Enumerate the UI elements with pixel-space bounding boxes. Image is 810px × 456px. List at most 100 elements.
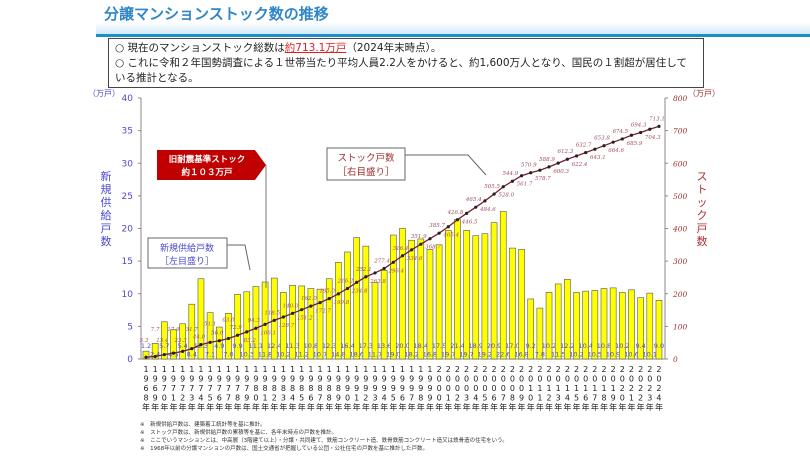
- supply-value-label: 5.4: [177, 342, 187, 350]
- supply-bar: [270, 277, 278, 360]
- supply-bar: [536, 307, 544, 360]
- stock-point: [300, 308, 304, 312]
- left-tick-label: 15: [122, 257, 133, 267]
- supply-value-label: 19.7: [441, 351, 455, 359]
- supply-value-label: 21.4: [450, 342, 464, 350]
- supply-bar: [655, 299, 663, 360]
- supply-bar: [490, 222, 498, 360]
- stock-value-label: 704.3: [645, 135, 661, 141]
- supply-value-label: 18.4: [414, 342, 428, 350]
- supply-bar: [362, 245, 370, 360]
- stock-point: [318, 301, 322, 305]
- stock-value-label: 713.1: [649, 116, 665, 122]
- stock-value-label: 544.9: [503, 171, 519, 177]
- right-tick-label: 700: [673, 127, 688, 136]
- supply-bar: [646, 292, 654, 360]
- stock-value-label: 263.8: [369, 279, 386, 285]
- stock-point: [492, 192, 496, 196]
- header-rule: [96, 34, 810, 37]
- supply-legend-leader: [227, 244, 251, 271]
- right-axis-label: ストック戸数: [696, 170, 708, 248]
- stock-value-label: 505.5: [484, 184, 500, 190]
- supply-bar: [225, 313, 232, 360]
- supply-bar: [197, 278, 205, 360]
- supply-value-label: 10.6: [624, 351, 638, 359]
- supply-value-label: 11.8: [258, 351, 272, 359]
- stock-value-label: 528.0: [498, 193, 514, 199]
- stock-point: [611, 140, 615, 144]
- stock-value-label: 622.4: [572, 162, 588, 168]
- supply-value-label: 9.0: [654, 342, 664, 350]
- stock-point: [171, 351, 176, 355]
- stock-legend-leader: [405, 154, 487, 176]
- supply-value-label: 17.5: [432, 342, 446, 350]
- supply-bar: [234, 294, 241, 360]
- supply-bar: [454, 219, 461, 360]
- left-axis-label: 新規供給戸数: [100, 170, 112, 248]
- stock-value-label: 44.0: [192, 335, 206, 341]
- stock-point: [199, 343, 203, 347]
- stock-value-label: 426.8: [447, 210, 464, 216]
- supply-bar: [509, 247, 516, 360]
- stock-point: [428, 237, 432, 241]
- supply-bar: [261, 281, 269, 360]
- stock-value-label: 484.6: [479, 207, 496, 213]
- right-tick-label: 200: [672, 290, 688, 299]
- supply-legend-title: 新規供給戸数: [160, 242, 214, 254]
- stock-legend-title: ストック戸数: [337, 152, 395, 164]
- summary-box: ○ 現在のマンションストック総数は約713.1万戸（2024年末時点）。 ○ こ…: [108, 38, 704, 88]
- supply-bar: [499, 211, 507, 360]
- supply-bar: [435, 244, 443, 360]
- supply-value-label: 11.1: [249, 342, 263, 350]
- stock-value-label: 334.6: [407, 256, 423, 262]
- stock-point: [290, 311, 295, 315]
- stock-point: [657, 124, 661, 128]
- stock-point: [162, 353, 166, 357]
- supply-value-label: 19.7: [459, 351, 473, 359]
- supply-value-label: 2.4: [150, 351, 160, 359]
- supply-bar: [206, 312, 214, 360]
- left-axis-unit: （万戸）: [88, 89, 120, 98]
- supply-bar: [335, 262, 342, 360]
- right-tick-label: 600: [673, 159, 688, 168]
- stock-value-label: 588.9: [539, 157, 555, 163]
- supply-bar: [463, 230, 470, 360]
- stock-point: [327, 297, 331, 301]
- stock-value-label: 632.7: [576, 143, 592, 149]
- stock-total-highlight: 約713.1万戸: [284, 42, 347, 54]
- stock-value-label: 643.1: [590, 155, 606, 161]
- stock-point: [272, 318, 276, 322]
- stock-point: [639, 130, 643, 135]
- stock-legend-scale: ［右目盛り］: [337, 166, 394, 178]
- supply-bar: [591, 290, 599, 360]
- stock-value-label: 118.5: [264, 310, 280, 316]
- stock-point: [236, 333, 240, 337]
- stock-point: [556, 161, 560, 165]
- stock-value-label: 151.2: [297, 316, 313, 322]
- stock-point: [501, 185, 505, 189]
- stock-point: [419, 242, 423, 246]
- stock-point: [629, 133, 634, 137]
- right-tick-label: 400: [672, 225, 688, 234]
- supply-bar: [151, 343, 159, 360]
- page-title: 分譲マンションストック数の推移: [104, 5, 329, 23]
- left-tick-label: 30: [122, 159, 134, 169]
- stock-point: [529, 171, 533, 175]
- stock-value-label: 694.3: [631, 122, 647, 128]
